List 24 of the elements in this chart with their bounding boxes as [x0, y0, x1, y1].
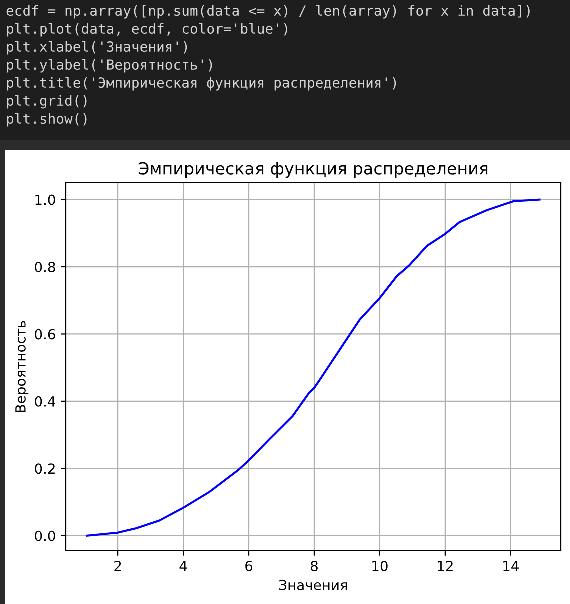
- x-axis-title: Значения: [280, 580, 348, 590]
- x-tick-label: 10: [372, 560, 388, 572]
- y-tick-label: 0.0: [35, 530, 56, 542]
- x-tick-label: 8: [311, 560, 318, 572]
- text: plt.ylabel('Вероятность'): [7, 59, 212, 73]
- text: plt.grid(): [7, 95, 87, 109]
- text: plt.xlabel('Значения'): [7, 41, 188, 55]
- y-tick-label: 0.8: [35, 262, 56, 272]
- text: plt.title('Эмпирическая функция распределения'): [7, 77, 396, 91]
- x-tick-label: 6: [246, 560, 253, 572]
- y-tick-label: 0.6: [35, 329, 56, 340]
- y-tick-label: 1.0: [36, 194, 56, 206]
- y-axis-title: Вероятность: [16, 321, 29, 412]
- line-series: [86, 198, 541, 537]
- y-tick-label: 0.2: [35, 464, 55, 474]
- text: plt.show(): [7, 113, 87, 127]
- x-tick-label: 2: [114, 560, 122, 572]
- text: ecdf = np.array([np.sum(data <= x) / len(array) for x in data]): [6, 5, 530, 19]
- x-tick-label: 4: [180, 561, 188, 572]
- text: plt.plot(data, ecdf, color='blue'): [7, 23, 288, 37]
- x-tick-label: 14: [504, 561, 519, 572]
- x-tick-label: 12: [438, 560, 453, 572]
- y-tick-label: 0.4: [35, 396, 56, 407]
- chart-title: Эмпирическая функция распределения: [138, 162, 488, 178]
